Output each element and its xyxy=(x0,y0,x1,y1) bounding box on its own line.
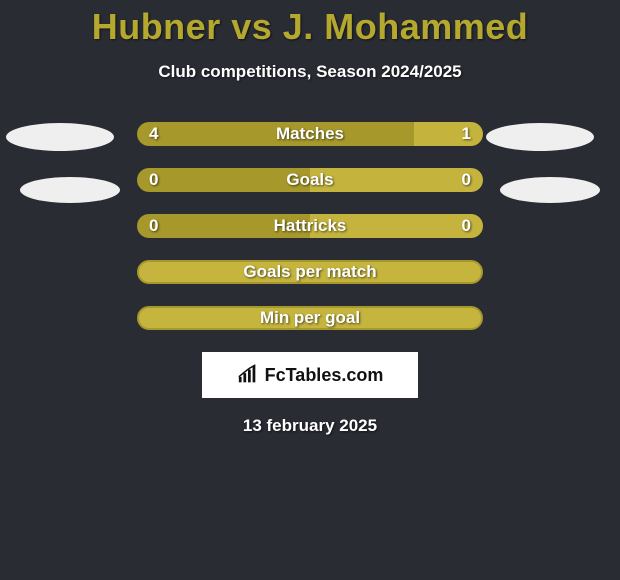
bar-track: Hattricks0 0 xyxy=(137,214,483,238)
brand-badge: FcTables.com xyxy=(202,352,418,398)
date-text: 13 february 2025 xyxy=(0,416,620,436)
bar-value-right: 0 xyxy=(462,168,471,192)
bar-value-right: 0 xyxy=(462,214,471,238)
bar-value-left: 0 xyxy=(149,168,158,192)
stats-rows: Matches41Goals00Hattricks00Goals per mat… xyxy=(0,122,620,330)
bar-label: Goals per match xyxy=(137,260,483,284)
page-title: Hubner vs J. Mohammed xyxy=(0,0,620,48)
stat-row: Min per goal xyxy=(0,306,620,330)
decorative-ellipse xyxy=(500,177,600,203)
stat-row: Hattricks0 0 xyxy=(0,214,620,238)
bar-value-left: 4 xyxy=(149,122,158,146)
bar-value-right: 1 xyxy=(462,122,471,146)
stat-row: Goals per match xyxy=(0,260,620,284)
bar-label: Goals xyxy=(137,168,483,192)
bar-label: Matches xyxy=(137,122,483,146)
bar-track: Goals0 0 xyxy=(137,168,483,192)
decorative-ellipse xyxy=(6,123,114,151)
brand-text: FcTables.com xyxy=(265,365,384,386)
bar-value-left: 0 xyxy=(149,214,158,238)
bar-track: Goals per match xyxy=(137,260,483,284)
bar-track: Min per goal xyxy=(137,306,483,330)
page-subtitle: Club competitions, Season 2024/2025 xyxy=(0,62,620,82)
decorative-ellipse xyxy=(486,123,594,151)
bar-label: Hattricks xyxy=(137,214,483,238)
chart-icon xyxy=(237,364,259,386)
bar-label: Min per goal xyxy=(137,306,483,330)
bar-track: Matches4 1 xyxy=(137,122,483,146)
decorative-ellipse xyxy=(20,177,120,203)
